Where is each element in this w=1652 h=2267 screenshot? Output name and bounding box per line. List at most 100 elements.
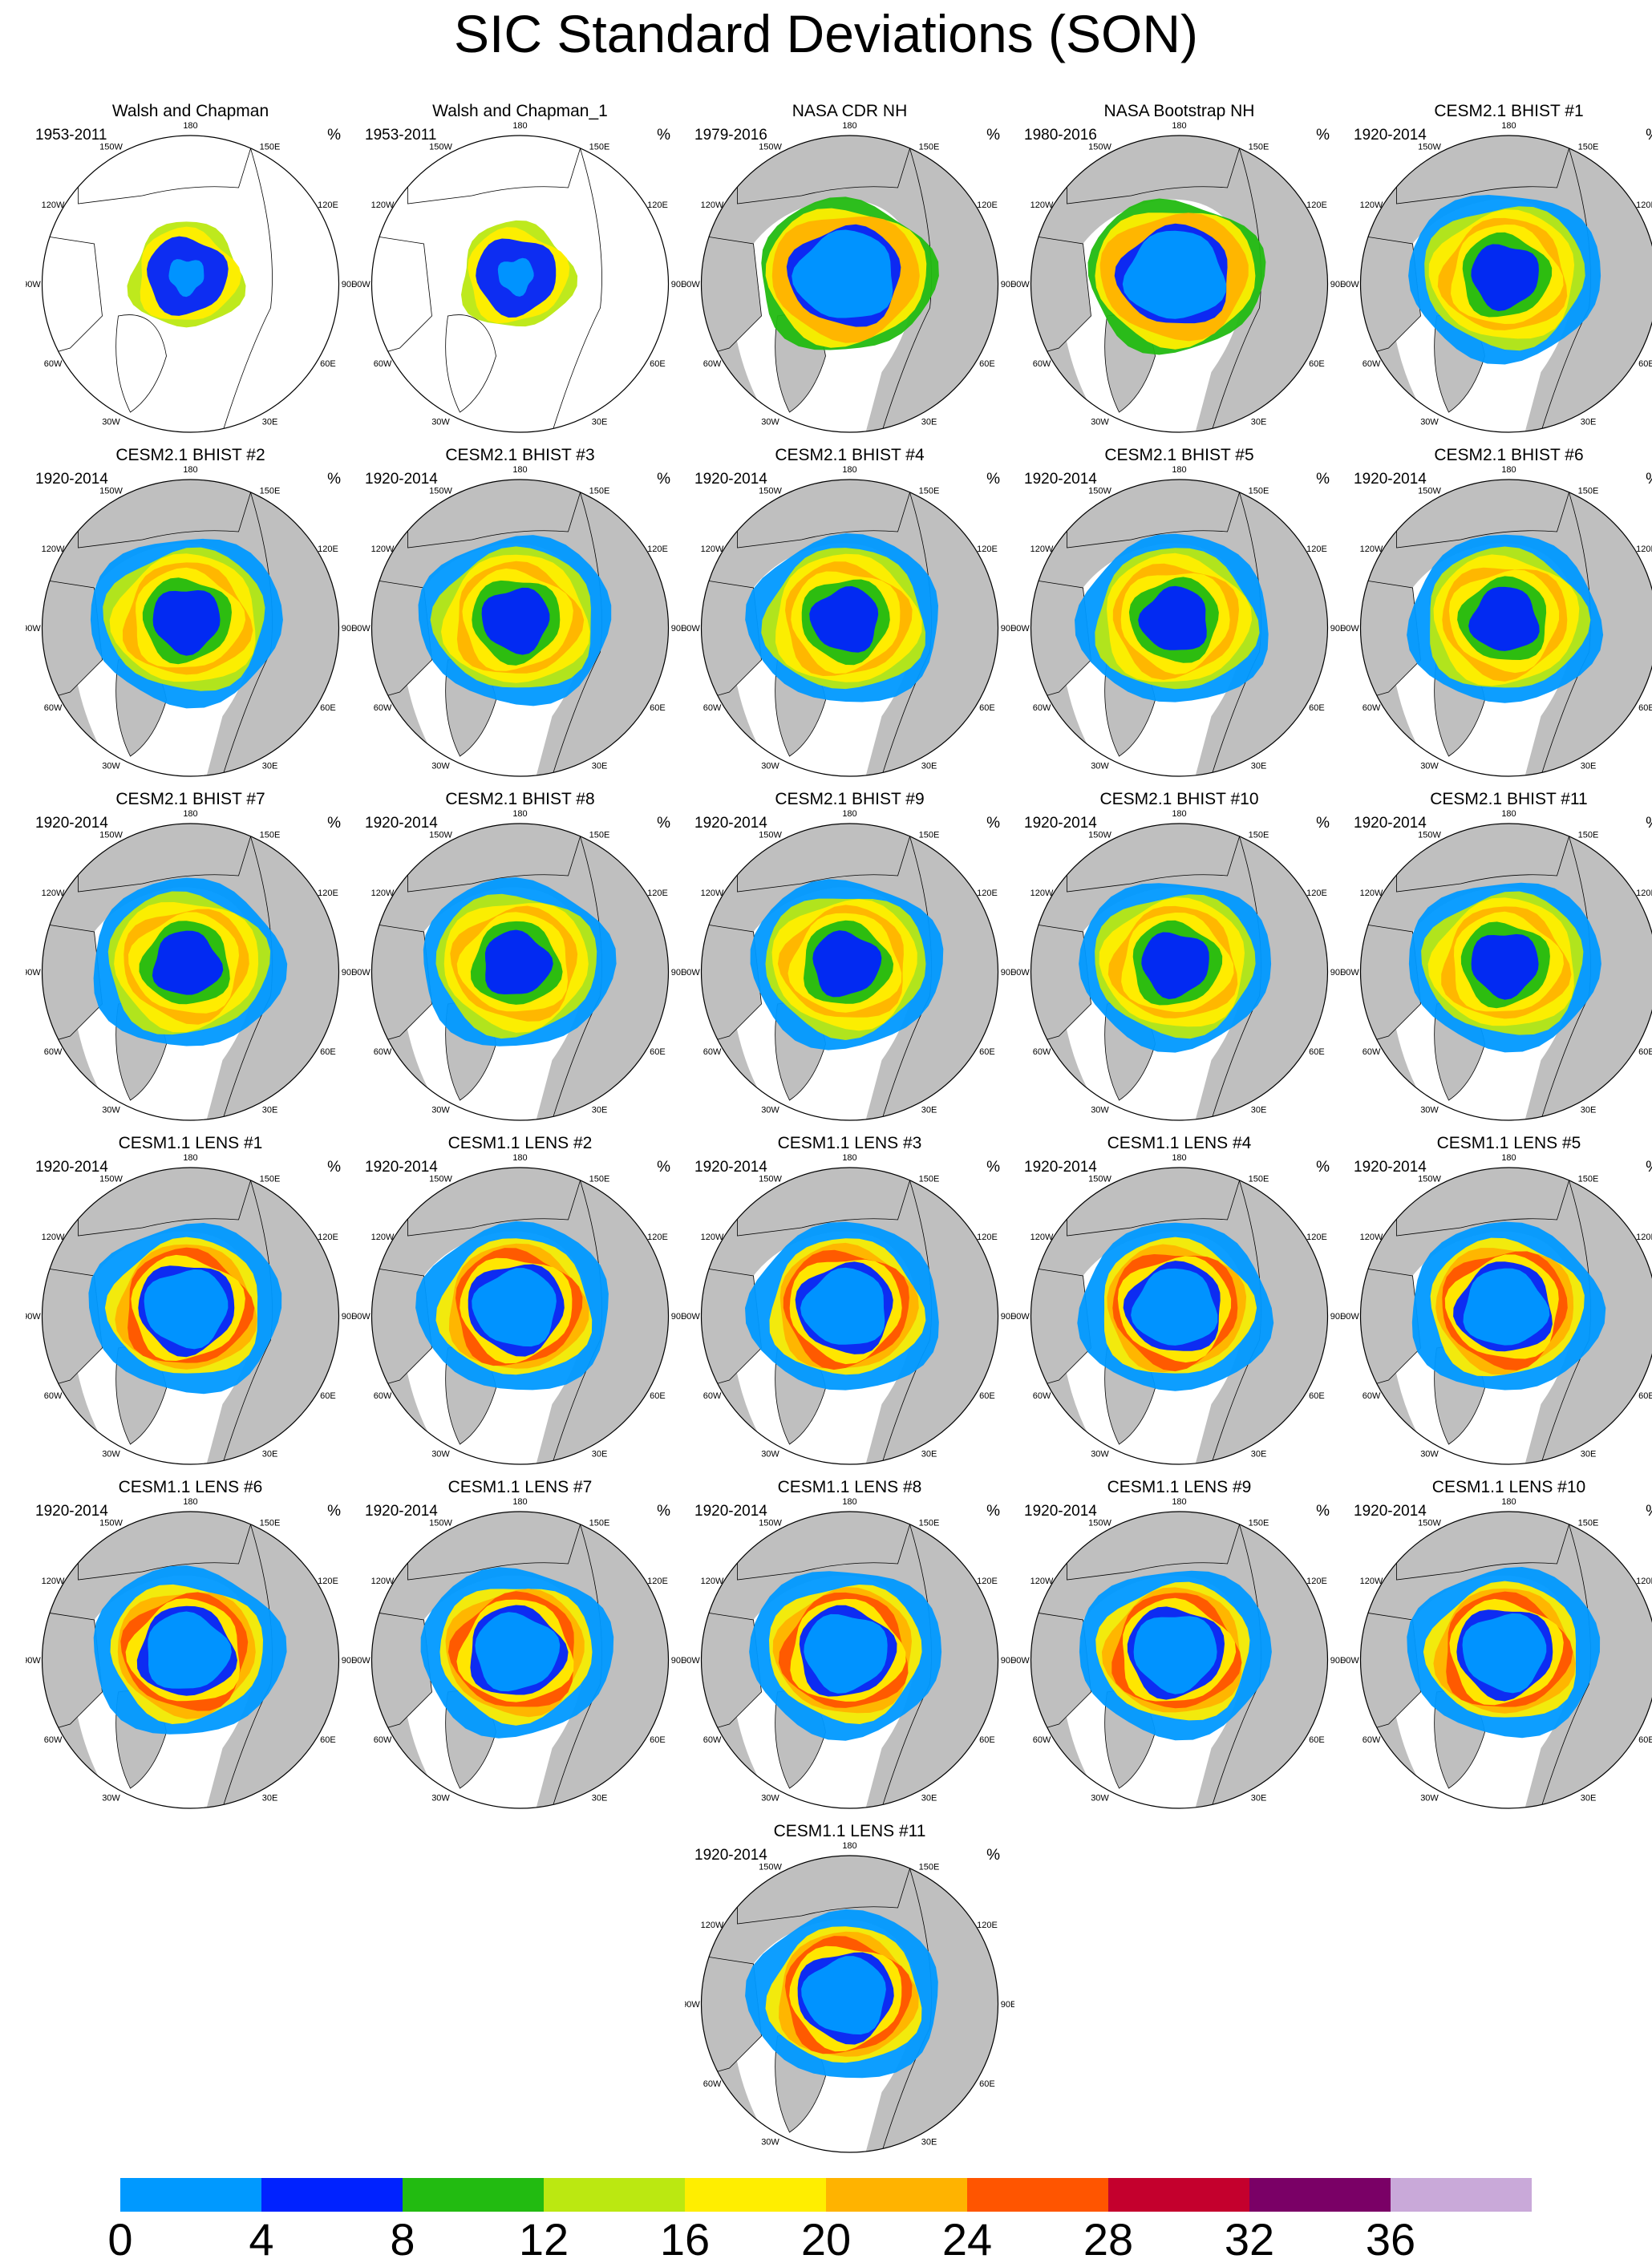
lon-label: 120E (1306, 1233, 1327, 1242)
panel-period: 1920-2014 (365, 1503, 438, 1520)
panel-period: 1953-2011 (365, 127, 437, 144)
lon-label: 60E (1309, 1735, 1325, 1745)
lon-label: 90E (671, 1656, 685, 1666)
lon-label: 150W (1418, 143, 1441, 152)
panel-title: Walsh and Chapman_1 (432, 102, 608, 120)
lon-label: 90E (1001, 1312, 1014, 1322)
sea-ice-std-field (761, 196, 939, 350)
lon-label: 30E (1251, 417, 1267, 427)
polar-map: 180150E120E90E60E30E030W60W90W120W150W (355, 121, 685, 433)
lon-label: 120E (977, 544, 998, 554)
lon-label: 180 (183, 1153, 197, 1163)
lon-label: 90E (1330, 1312, 1344, 1322)
lon-label: 150W (99, 1519, 123, 1528)
lon-label: 30W (102, 1449, 120, 1459)
lon-label: 120E (647, 200, 668, 210)
panel-period: 1920-2014 (1354, 1503, 1427, 1520)
sea-ice-std-field (127, 221, 246, 328)
panel-unit: % (1316, 471, 1330, 488)
lon-label: 90W (355, 968, 370, 978)
lon-label: 90E (1330, 1656, 1344, 1666)
lon-label: 180 (1172, 121, 1186, 131)
panel-title: CESM2.1 BHIST #8 (445, 790, 595, 808)
longitude-labels: 180150E120E90E60E30E030W60W90W120W150W (685, 809, 1014, 1115)
colorbar-swatch (544, 2178, 685, 2212)
lon-label: 30E (592, 761, 608, 771)
lon-label: 120E (977, 1921, 998, 1930)
lon-label: 150E (589, 487, 610, 496)
lon-label: 180 (842, 1153, 856, 1163)
lon-label: 120W (701, 1233, 724, 1242)
lon-label: 150W (99, 831, 123, 840)
lon-label: 30E (1251, 1793, 1267, 1803)
lon-label: 150W (429, 487, 452, 496)
lon-label: 90W (26, 280, 41, 289)
lon-label: 90W (685, 968, 700, 978)
colorbar-tick-label: 20 (800, 2214, 852, 2265)
lon-label: 30E (592, 1449, 608, 1459)
lon-label: 150W (99, 1175, 123, 1184)
colorbar-tick-label: 24 (941, 2214, 993, 2265)
lon-label: 150E (260, 831, 281, 840)
sea-ice-std-field (745, 533, 938, 702)
lon-label: 90E (1001, 280, 1014, 289)
lon-label: 90W (1014, 1656, 1030, 1666)
polar-map: 180150E120E90E60E30E030W60W90W120W150W (1014, 465, 1344, 777)
panel-period: 1920-2014 (365, 815, 438, 832)
longitude-labels: 180150E120E90E60E30E030W60W90W120W150W (26, 121, 355, 427)
panel-title: CESM1.1 LENS #8 (777, 1478, 922, 1496)
longitude-labels: 180150E120E90E60E30E030W60W90W120W150W (685, 121, 1014, 427)
polar-map: 180150E120E90E60E30E030W60W90W120W150W (355, 809, 685, 1121)
panel-unit: % (1646, 1503, 1652, 1520)
longitude-labels: 180150E120E90E60E30E030W60W90W120W150W (1014, 465, 1344, 771)
lon-label: 150W (1418, 487, 1441, 496)
lon-label: 60E (320, 1391, 336, 1401)
longitude-labels: 180150E120E90E60E30E030W60W90W120W150W (1014, 121, 1344, 427)
polar-map: 180150E120E90E60E30E030W60W90W120W150W (1344, 121, 1652, 433)
lon-label: 30W (1091, 1793, 1109, 1803)
map-panel: 180150E120E90E60E30E030W60W90W120W150WCE… (1344, 789, 1652, 1126)
lon-label: 120W (701, 889, 724, 898)
lon-label: 90W (1014, 624, 1030, 634)
lon-label: 30W (102, 1793, 120, 1803)
map-boundary (1359, 135, 1652, 433)
lon-label: 30E (921, 1105, 937, 1115)
lon-label: 60W (1362, 359, 1381, 369)
panel-title: CESM2.1 BHIST #3 (445, 446, 595, 464)
panel-title: CESM2.1 BHIST #1 (1434, 102, 1584, 120)
panel-unit: % (1646, 815, 1652, 832)
lon-label: 90W (1344, 1312, 1359, 1322)
lon-label: 30W (1420, 417, 1439, 427)
panel-period: 1920-2014 (694, 1159, 767, 1176)
lon-label: 120E (977, 200, 998, 210)
colorbar-tick-label: 0 (107, 2214, 133, 2265)
panel-unit: % (327, 815, 341, 832)
lon-label: 150W (1088, 487, 1111, 496)
lon-label: 30W (761, 1793, 779, 1803)
map-boundary (370, 135, 670, 433)
lon-label: 60W (1362, 703, 1381, 713)
lon-label: 30E (262, 1449, 278, 1459)
lon-label: 180 (183, 809, 197, 819)
sea-ice-std-field (418, 535, 612, 706)
polar-map: 180150E120E90E60E30E030W60W90W120W150W (685, 1153, 1014, 1465)
panel-title: CESM1.1 LENS #5 (1436, 1134, 1581, 1152)
lon-label: 60W (1033, 1735, 1051, 1745)
lon-label: 30W (761, 1449, 779, 1459)
lon-label: 180 (842, 809, 856, 819)
map-boundary (370, 479, 670, 777)
lon-label: 150E (1249, 831, 1269, 840)
map-boundary (700, 479, 999, 777)
lon-label: 60E (1309, 703, 1325, 713)
lon-label: 150W (1088, 831, 1111, 840)
lon-label: 120E (1306, 889, 1327, 898)
lon-label: 30E (262, 417, 278, 427)
map-panel: 180150E120E90E60E30E030W60W90W120W150WCE… (685, 1821, 1014, 2158)
lon-label: 60W (374, 1735, 392, 1745)
map-boundary (370, 1167, 670, 1465)
lon-label: 30E (1581, 1793, 1597, 1803)
lon-label: 150W (1088, 1519, 1111, 1528)
lon-label: 120E (647, 1577, 668, 1586)
colorbar-swatch (403, 2178, 544, 2212)
sea-ice-std-field (420, 1567, 614, 1739)
